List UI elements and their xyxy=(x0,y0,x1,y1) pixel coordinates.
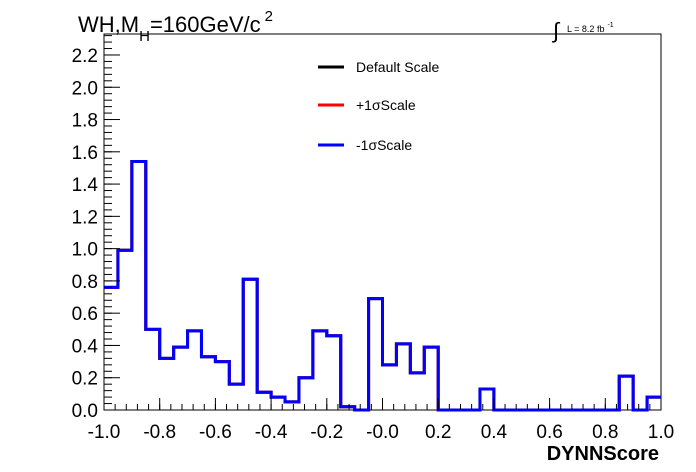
series-group xyxy=(104,159,661,412)
series-line-1 xyxy=(104,159,661,412)
x-tick-label: -0.8 xyxy=(143,422,176,443)
x-tick-label: -0.2 xyxy=(310,422,343,443)
x-axis-title: DYNNScore xyxy=(547,443,659,465)
series-line-2 xyxy=(104,159,661,412)
chart-title-subscript: H xyxy=(139,28,150,45)
chart-title-rest: =160GeV/c xyxy=(150,12,261,37)
x-tick-label: -0.4 xyxy=(255,422,288,443)
legend-label: -1σScale xyxy=(356,137,412,153)
x-tick-label: -0.6 xyxy=(199,422,232,443)
axes: -1.0 -0.8 -0.6 -0.4 -0.2 -0.0 0.2 0.4 0.6 0.8 1.0 0… xyxy=(72,35,674,443)
chart-title-superscript: 2 xyxy=(265,8,273,25)
y-tick-label: 2.0 xyxy=(72,78,98,99)
legend-label: +1σScale xyxy=(356,97,416,113)
y-tick-label: 0.8 xyxy=(72,272,98,293)
x-tick-label: 1.0 xyxy=(648,422,674,443)
legend: Default Scale +1σScale -1σScale xyxy=(318,59,439,153)
series-line-0 xyxy=(104,159,661,412)
lumi-label-superscript: -1 xyxy=(607,22,613,29)
x-tick-label: 0.4 xyxy=(481,422,508,443)
lumi-integral-symbol: ∫ xyxy=(551,18,561,43)
lumi-label: L = 8.2 fb -1 xyxy=(567,22,614,34)
x-tick-label: -0.0 xyxy=(366,422,399,443)
x-tick-label: 0.2 xyxy=(425,422,451,443)
y-tick-label: 0.0 xyxy=(72,401,98,422)
x-tick-label: 0.6 xyxy=(536,422,562,443)
y-tick-label: 0.4 xyxy=(72,336,99,357)
y-tick-label: 1.8 xyxy=(72,111,98,132)
chart-title-main: WH,M xyxy=(78,12,139,37)
x-tick-label: 0.8 xyxy=(592,422,618,443)
y-tick-label: 0.6 xyxy=(72,304,98,325)
lumi-label-text: L = 8.2 fb xyxy=(567,24,604,34)
y-tick-label: 1.4 xyxy=(72,175,99,196)
y-tick-label: 1.0 xyxy=(72,240,98,261)
y-tick-label: 1.2 xyxy=(72,207,98,228)
y-tick-label: 2.2 xyxy=(72,46,98,67)
x-tick-label: -1.0 xyxy=(88,422,121,443)
chart-title: WH,MH=160GeV/c 2 xyxy=(78,8,273,45)
y-tick-label: 0.2 xyxy=(72,369,98,390)
legend-label: Default Scale xyxy=(356,59,439,75)
y-tick-label: 1.6 xyxy=(72,143,98,164)
